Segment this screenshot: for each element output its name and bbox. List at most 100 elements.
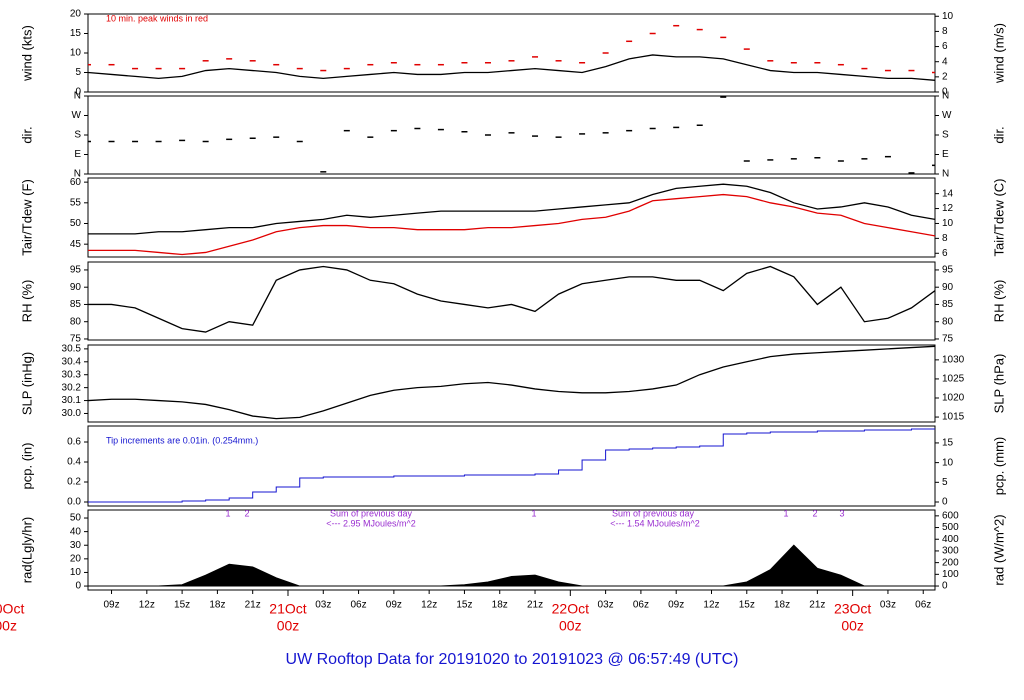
y-axis-label: Tair/Tdew (F) [19, 179, 34, 256]
annotation: 3 [839, 508, 844, 518]
plot-area [88, 428, 935, 503]
series-line [88, 265, 935, 333]
y2-tick-label: 95 [942, 265, 954, 276]
y-tick-label: W [72, 110, 82, 121]
y-tick-label: 60 [70, 177, 82, 188]
y-tick-label: 30.2 [62, 382, 82, 393]
y2-tick-label: 6 [942, 41, 948, 52]
x-tick-label: 06z [633, 600, 649, 611]
x-tick-label: 15z [739, 600, 755, 611]
y2-tick-label: 0 [942, 497, 948, 508]
x-tick-label: 09z [668, 600, 684, 611]
y2-tick-label: 10 [942, 11, 954, 22]
y-tick-label: 50 [70, 218, 82, 229]
y2-tick-label: 0 [942, 87, 948, 98]
y2-tick-label: 85 [942, 299, 954, 310]
chart-title: UW Rooftop Data for 20191020 to 20191023… [286, 651, 739, 668]
y-tick-label: 30 [70, 540, 82, 551]
plot-area [88, 96, 935, 174]
y-tick-label: 75 [70, 334, 82, 345]
date-label: 20Oct [0, 601, 24, 617]
y2-tick-label: N [942, 169, 949, 180]
y2-tick-label: 300 [942, 546, 959, 557]
y2-axis-label: SLP (hPa) [991, 354, 1006, 414]
annotation: Tip increments are 0.01in. (0.254mm.) [106, 435, 258, 445]
y-tick-label: N [74, 91, 81, 102]
series-line [88, 54, 935, 81]
y2-tick-label: N [942, 91, 949, 102]
series-line [88, 183, 935, 235]
y-tick-label: 10 [70, 567, 82, 578]
y-tick-label: 30.4 [62, 356, 82, 367]
y-tick-label: S [74, 130, 81, 141]
y2-tick-label: S [942, 130, 949, 141]
x-tick-label: 03z [315, 600, 331, 611]
y-tick-label: 20 [70, 9, 82, 20]
y2-tick-label: 10 [942, 457, 954, 468]
y-tick-label: 90 [70, 282, 82, 293]
y2-tick-label: E [942, 149, 949, 160]
y2-axis-label: Tair/Tdew (C) [991, 178, 1006, 256]
x-tick-label: 03z [598, 600, 614, 611]
plot-area [88, 265, 935, 333]
y2-axis-label: pcp. (mm) [991, 437, 1006, 496]
y2-tick-label: 5 [942, 477, 948, 488]
y2-tick-label: W [942, 110, 952, 121]
y2-tick-label: 75 [942, 334, 954, 345]
x-tick-label: 03z [880, 600, 896, 611]
panel-frame [87, 95, 936, 175]
x-tick-label: 21z [245, 600, 261, 611]
panel-frame [87, 261, 936, 341]
y2-tick-label: 1020 [942, 393, 965, 404]
panel-frame [87, 177, 936, 258]
x-tick-label: 21z [527, 600, 543, 611]
y-tick-label: 95 [70, 265, 82, 276]
x-tick-label: 18z [774, 600, 790, 611]
annotation: 2 [244, 508, 249, 518]
x-tick-label: 21z [809, 600, 825, 611]
y2-tick-label: 0 [942, 581, 948, 592]
plot-area [88, 345, 935, 420]
y-tick-label: 0 [75, 581, 81, 592]
y-tick-label: 0.0 [67, 497, 81, 508]
y-tick-label: 45 [70, 239, 82, 250]
x-tick-label: 18z [492, 600, 508, 611]
x-tick-label: 09z [386, 600, 402, 611]
y2-axis-label: rad (W/m^2) [991, 514, 1006, 585]
panel-frame [87, 425, 936, 507]
y2-tick-label: 90 [942, 282, 954, 293]
y-axis-label: wind (kts) [19, 25, 34, 82]
y-tick-label: 0 [75, 87, 81, 98]
plot-area [88, 24, 935, 81]
annotation: Sum of previous day [612, 508, 695, 518]
y-axis-label: SLP (inHg) [19, 352, 34, 415]
x-tick-label: 12z [703, 600, 719, 611]
panel-frame [87, 344, 936, 423]
y-tick-label: 85 [70, 299, 82, 310]
x-tick-label: 12z [421, 600, 437, 611]
date-label: 22Oct [552, 601, 589, 617]
y2-tick-label: 4 [942, 56, 948, 67]
series-line [88, 193, 935, 256]
y-tick-label: 10 [70, 48, 82, 59]
y-tick-label: 15 [70, 28, 82, 39]
y-tick-label: 55 [70, 197, 82, 208]
series-line [88, 345, 935, 420]
y-axis-label: dir. [19, 126, 34, 143]
y-tick-label: N [74, 169, 81, 180]
x-tick-label: 06z [351, 600, 367, 611]
y-tick-label: 30.1 [62, 395, 82, 406]
y-tick-label: 50 [70, 513, 82, 524]
date-sublabel: 00z [841, 618, 864, 634]
y2-axis-label: wind (m/s) [991, 23, 1006, 84]
y2-tick-label: 600 [942, 510, 959, 521]
y-tick-label: E [74, 149, 81, 160]
x-tick-label: 09z [103, 600, 119, 611]
y-tick-label: 30.3 [62, 369, 82, 380]
series-step [88, 428, 935, 503]
y2-tick-label: 14 [942, 188, 954, 199]
annotation: 10 min. peak winds in red [106, 13, 208, 23]
y-tick-label: 30.0 [62, 408, 82, 419]
y2-tick-label: 8 [942, 233, 948, 244]
